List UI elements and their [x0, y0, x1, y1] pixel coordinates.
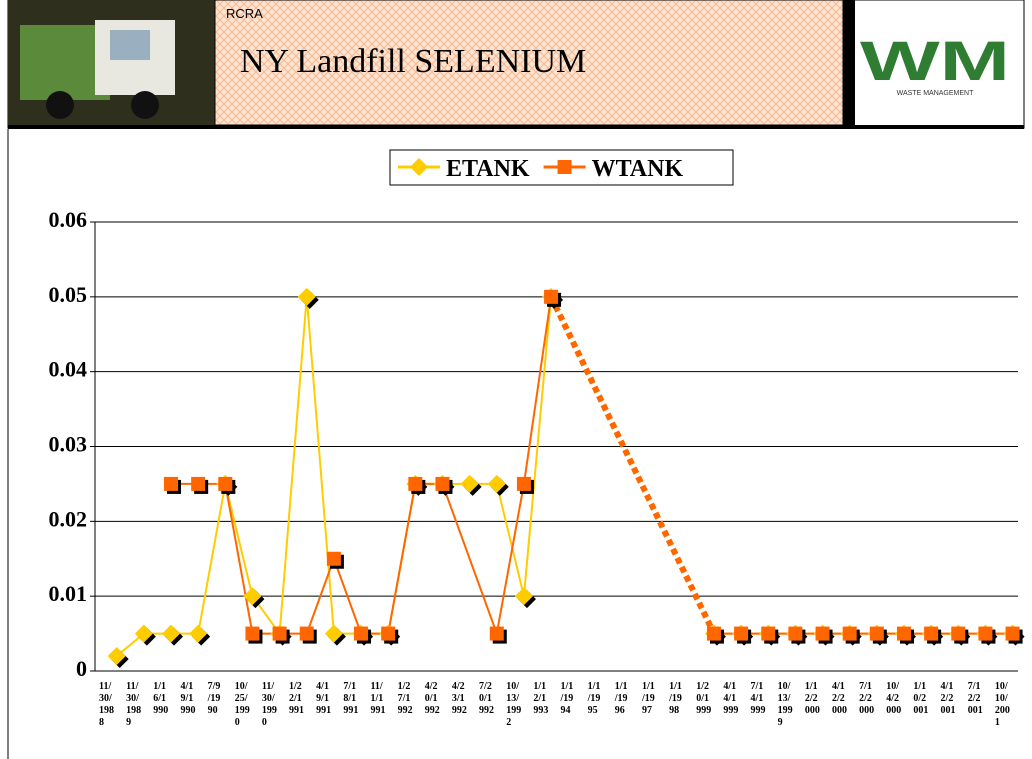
marker: [300, 627, 314, 641]
marker: [707, 627, 721, 641]
y-tick-label: 0: [76, 656, 87, 681]
legend-label: WTANK: [592, 156, 684, 182]
chart-title: NY Landfill SELENIUM: [240, 43, 586, 80]
header-rule: [8, 125, 1024, 129]
marker: [788, 627, 802, 641]
marker: [218, 477, 232, 491]
marker: [517, 477, 531, 491]
y-tick-label: 0.05: [49, 282, 88, 307]
gap-connector: [442, 484, 496, 634]
header: RCRA NY Landfill SELENIUM WM WASTE MANAG…: [8, 0, 1024, 129]
logo-caption: WASTE MANAGEMENT: [897, 90, 974, 97]
truck-image: [8, 0, 215, 125]
y-tick-label: 0.04: [49, 357, 88, 382]
gap-connector: [551, 297, 714, 634]
marker: [408, 477, 422, 491]
gap-connector: [551, 297, 714, 634]
marker: [951, 627, 965, 641]
divider: [843, 0, 855, 125]
legend-label: ETANK: [446, 156, 530, 182]
series-line: [171, 297, 1013, 634]
marker: [191, 477, 205, 491]
header-label: RCRA: [226, 6, 263, 21]
marker: [761, 627, 775, 641]
marker: [381, 627, 395, 641]
slide: RCRA NY Landfill SELENIUM WM WASTE MANAG…: [0, 0, 1032, 759]
marker: [870, 627, 884, 641]
series-markers: [108, 288, 1025, 668]
legend-marker: [558, 160, 572, 174]
marker: [273, 627, 287, 641]
marker: [164, 477, 178, 491]
marker: [490, 627, 504, 641]
marker: [978, 627, 992, 641]
marker: [816, 627, 830, 641]
marker: [843, 627, 857, 641]
y-tick-label: 0.02: [49, 506, 88, 531]
marker: [924, 627, 938, 641]
logo-mark: WM: [860, 29, 1010, 92]
logo: WM WASTE MANAGEMENT: [860, 29, 1010, 97]
marker: [435, 477, 449, 491]
y-tick-label: 0.01: [49, 581, 88, 606]
marker: [1006, 627, 1020, 641]
series: [171, 297, 1013, 634]
marker: [354, 627, 368, 641]
y-tick-label: 0.06: [49, 207, 88, 232]
y-tick-label: 0.03: [49, 432, 88, 457]
marker: [897, 627, 911, 641]
marker: [327, 552, 341, 566]
marker: [734, 627, 748, 641]
marker: [245, 627, 259, 641]
marker: [544, 290, 558, 304]
